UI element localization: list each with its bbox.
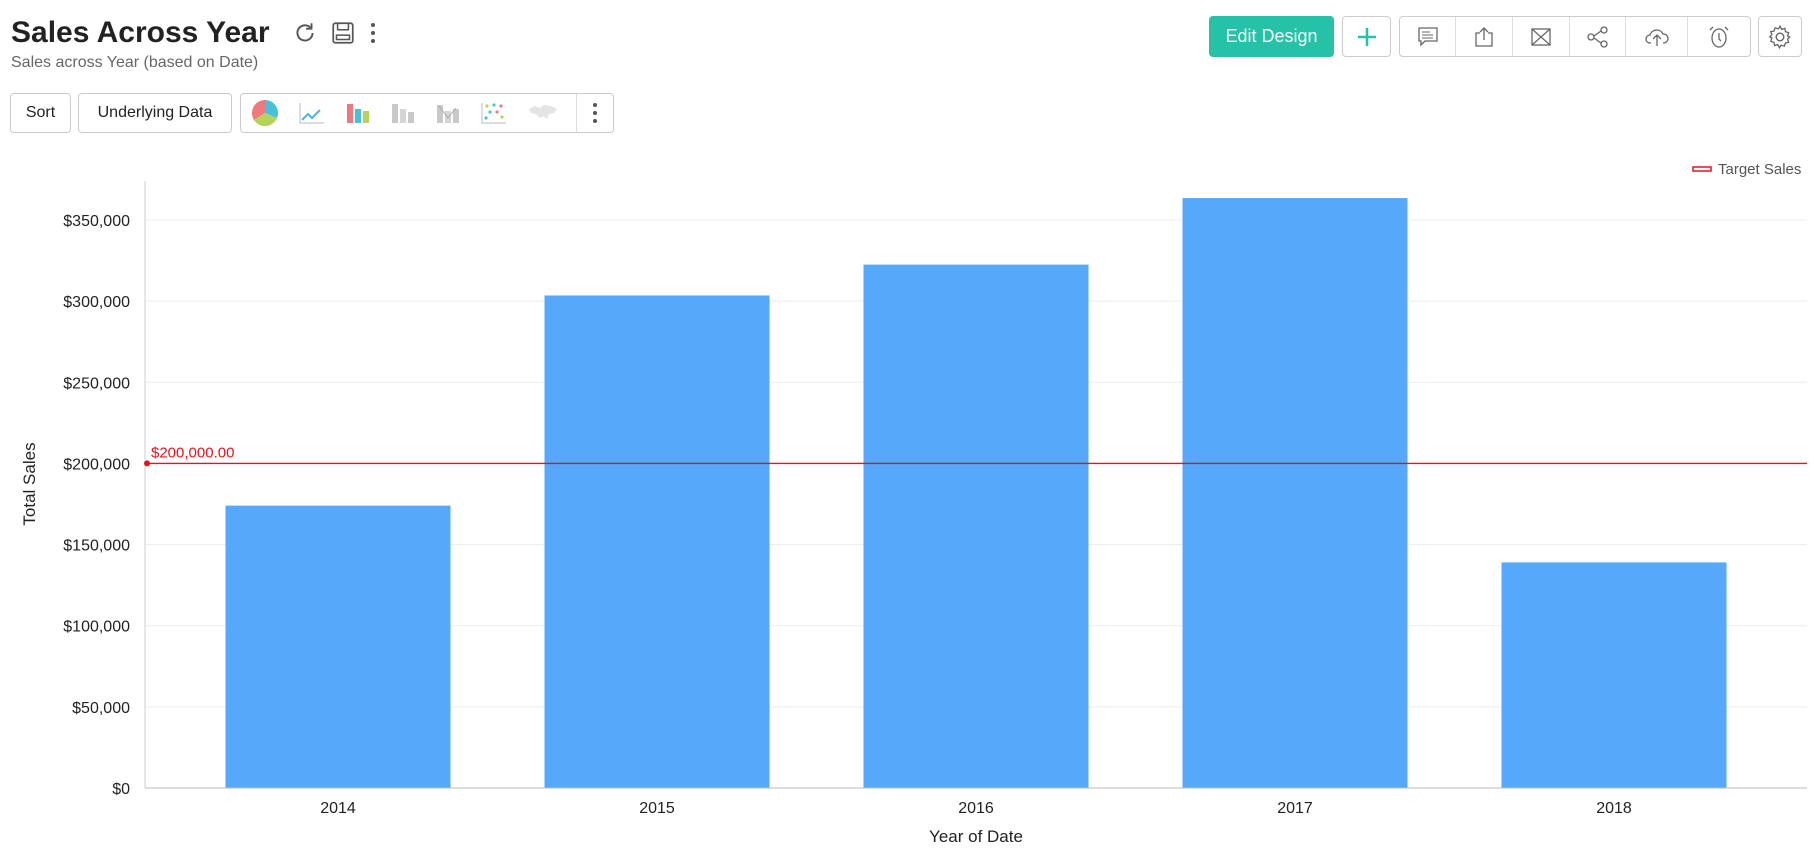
page-title: Sales Across Year [11, 16, 270, 49]
alarm-clock-icon [1709, 26, 1729, 48]
legend-swatch-target-sales [1692, 166, 1712, 172]
sort-button[interactable]: Sort [10, 93, 71, 133]
email-icon [1531, 27, 1551, 46]
x-tick-label: 2017 [1277, 800, 1313, 817]
chart-more-button[interactable] [577, 94, 613, 132]
edit-design-button[interactable]: Edit Design [1209, 16, 1334, 57]
bar-chart-icon[interactable] [345, 101, 371, 125]
bar-2016[interactable] [863, 264, 1089, 789]
bar-2014[interactable] [225, 505, 451, 788]
y-tick-label: $100,000 [63, 619, 130, 636]
legend[interactable]: Target Sales [1692, 161, 1801, 178]
email-button[interactable] [1513, 17, 1570, 56]
bar-2017[interactable] [1182, 198, 1408, 788]
x-tick-label: 2016 [958, 800, 994, 817]
combo-bar-icon[interactable] [435, 101, 461, 125]
export-button[interactable] [1456, 17, 1513, 56]
bar-2018[interactable] [1501, 562, 1727, 788]
y-tick-label: $250,000 [63, 375, 130, 392]
comment-button[interactable] [1400, 17, 1456, 56]
x-tick-label: 2014 [320, 800, 356, 817]
more-vertical-icon[interactable] [368, 20, 378, 46]
x-axis-title: Year of Date [929, 827, 1023, 846]
map-icon[interactable] [527, 103, 559, 123]
line-chart-icon[interactable] [298, 101, 326, 125]
cloud-upload-icon [1644, 28, 1669, 46]
schedule-button[interactable] [1688, 17, 1750, 56]
y-axis-title: Total Sales [20, 442, 39, 525]
y-tick-label: $350,000 [63, 213, 130, 230]
scatter-icon[interactable] [480, 101, 508, 125]
plus-icon [1357, 27, 1376, 46]
y-tick-label: $150,000 [63, 538, 130, 555]
share-icon [1586, 25, 1608, 48]
comment-icon [1417, 26, 1438, 47]
x-tick-label: 2018 [1596, 800, 1632, 817]
bar-2015[interactable] [544, 295, 770, 788]
refresh-icon[interactable] [292, 20, 318, 46]
stacked-bar-icon[interactable] [390, 101, 416, 125]
save-icon[interactable] [330, 20, 356, 46]
underlying-data-button[interactable]: Underlying Data [78, 93, 232, 133]
publish-button[interactable] [1626, 17, 1688, 56]
add-button[interactable] [1342, 16, 1391, 57]
y-tick-label: $50,000 [72, 700, 130, 717]
page-subtitle: Sales across Year (based on Date) [11, 54, 259, 71]
more-vertical-icon [593, 103, 597, 123]
target-line-label: $200,000.00 [151, 444, 234, 461]
export-icon [1475, 26, 1493, 47]
legend-label-target-sales: Target Sales [1718, 161, 1801, 178]
pie-chart-icon[interactable] [251, 99, 279, 127]
settings-button[interactable] [1758, 16, 1802, 57]
share-button[interactable] [1570, 17, 1626, 56]
target-line-marker [144, 460, 150, 467]
gear-icon [1768, 24, 1791, 49]
x-tick-label: 2015 [639, 800, 675, 817]
y-tick-label: $200,000 [63, 456, 130, 473]
y-tick-label: $300,000 [63, 294, 130, 311]
y-tick-label: $0 [112, 781, 130, 798]
